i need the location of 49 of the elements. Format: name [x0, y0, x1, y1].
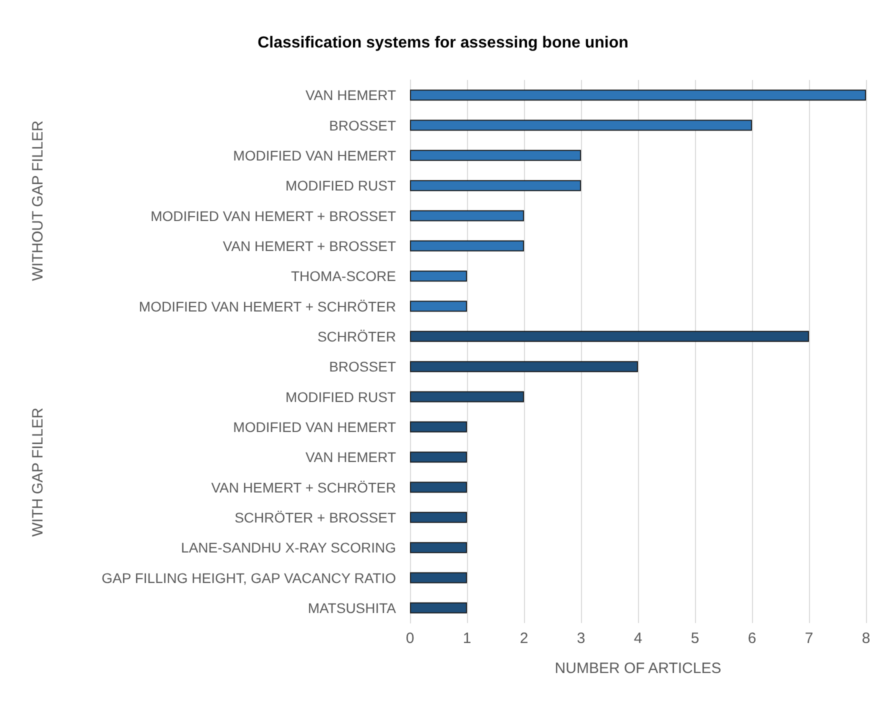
- bar: [410, 452, 467, 463]
- y-tick-label: BROSSET: [329, 358, 396, 375]
- bar: [410, 240, 524, 252]
- y-tick-label: LANE-SANDHU X-RAY SCORING: [181, 540, 396, 556]
- bar: [410, 602, 467, 614]
- bar: [410, 512, 467, 523]
- bar: [410, 150, 581, 161]
- y-tick-label: VAN HEMERT + SCHRÖTER: [211, 479, 396, 496]
- y-tick-label: VAN HEMERT: [306, 449, 396, 466]
- bar: [410, 391, 524, 402]
- bar: [410, 90, 866, 101]
- y-tick-label: GAP FILLING HEIGHT, GAP VACANCY RATIO: [102, 570, 396, 586]
- bar: [410, 300, 467, 312]
- y-tick-label: THOMA-SCORE: [291, 268, 396, 284]
- x-axis-title: NUMBER OF ARTICLES: [554, 660, 722, 677]
- x-tick-label: 7: [804, 630, 814, 647]
- x-tick-label: 1: [462, 630, 472, 647]
- y-tick-label: SCHRÖTER: [317, 328, 396, 344]
- y-tick-label: VAN HEMERT: [306, 87, 396, 104]
- y-tick-label: MODIFIED VAN HEMERT: [233, 147, 396, 164]
- x-tick-label: 2: [520, 630, 528, 647]
- y-tick-label: MODIFIED RUST: [286, 388, 396, 405]
- x-tick-label: 4: [634, 630, 642, 647]
- y-tick-label: MODIFIED VAN HEMERT: [233, 418, 396, 435]
- y-tick-label: VAN HEMERT + BROSSET: [222, 238, 396, 254]
- bar: [410, 542, 467, 554]
- x-tick-label: 5: [690, 630, 700, 647]
- y-tick-label: SCHRÖTER + BROSSET: [234, 509, 396, 526]
- bar: [410, 330, 809, 342]
- chart-title: Classification systems for assessing bone union: [258, 34, 628, 52]
- y-tick-label: MATSUSHITA: [308, 600, 397, 616]
- x-tick-label: 8: [862, 630, 870, 647]
- y-tick-label: MODIFIED VAN HEMERT + BROSSET: [150, 208, 396, 224]
- y-tick-label: BROSSET: [329, 117, 396, 134]
- y-tick-label: MODIFIED VAN HEMERT + SCHRÖTER: [138, 298, 396, 314]
- x-tick-label: 3: [576, 630, 586, 647]
- bar: [410, 421, 467, 432]
- x-tick-label: 0: [406, 630, 414, 647]
- bar: [410, 482, 467, 493]
- y-tick-label: MODIFIED RUST: [286, 178, 396, 194]
- text: WITH GAP FILLER: [30, 408, 46, 537]
- bar: [410, 210, 524, 222]
- bar: [410, 120, 752, 131]
- x-tick-label: 6: [748, 630, 756, 647]
- bar: [410, 361, 638, 372]
- text: WITHOUT GAP FILLER: [30, 120, 46, 281]
- bar: [410, 572, 467, 584]
- bar: [410, 180, 581, 192]
- bar: [410, 270, 467, 282]
